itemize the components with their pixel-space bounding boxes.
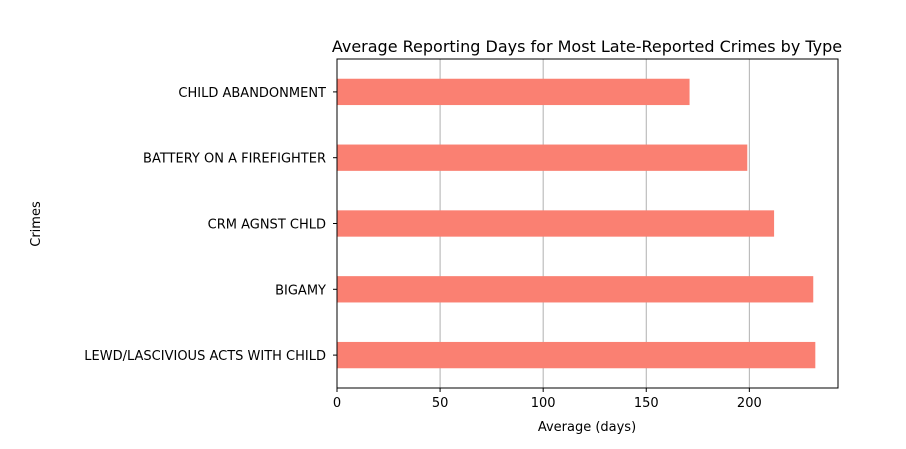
bar [337, 144, 748, 171]
category-label: CRM AGNST CHLD [208, 218, 326, 233]
category-label: CHILD ABANDONMENT [178, 86, 326, 101]
category-label: BIGAMY [275, 283, 326, 298]
bars [337, 78, 816, 369]
x-axis-label: Average (days) [538, 420, 636, 435]
category-label: BATTERY ON A FIREFIGHTER [143, 152, 326, 167]
bar [337, 210, 775, 237]
chart-title: Average Reporting Days for Most Late-Rep… [332, 37, 842, 56]
bar [337, 276, 814, 303]
y-axis-ticks: LEWD/LASCIVIOUS ACTS WITH CHILD BIGAMY CRM… [84, 86, 337, 364]
x-tick-label: 0 [333, 396, 341, 411]
x-tick-label: 50 [432, 396, 449, 411]
y-axis-label: Crimes [29, 201, 44, 247]
bar [337, 341, 816, 369]
bar [337, 78, 690, 106]
x-tick-label: 100 [531, 396, 556, 411]
category-label: LEWD/LASCIVIOUS ACTS WITH CHILD [84, 349, 326, 364]
x-axis-ticks: 0 50 100 150 200 [333, 388, 762, 411]
x-tick-label: 200 [737, 396, 762, 411]
x-tick-label: 150 [634, 396, 659, 411]
